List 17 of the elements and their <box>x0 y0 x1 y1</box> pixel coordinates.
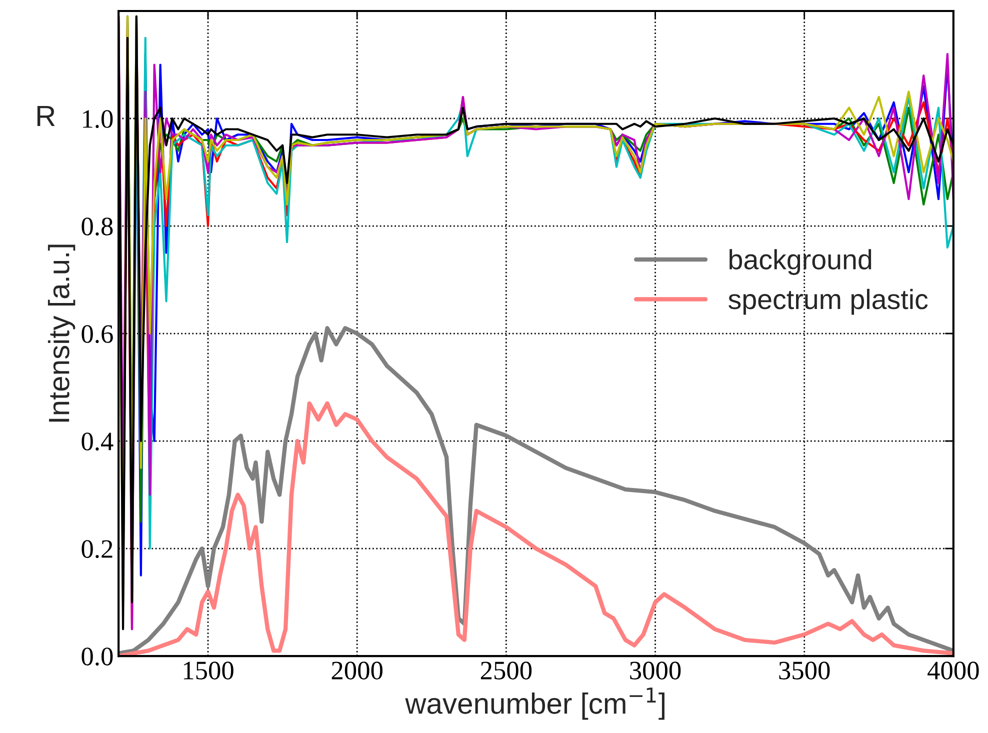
y-tick-label: 1.0 <box>83 110 113 128</box>
x-tick-label: 2500 <box>480 662 532 680</box>
text: R <box>37 106 55 126</box>
x-tick-label: 1500 <box>184 662 234 680</box>
x-tick-label: 4000 <box>928 662 979 680</box>
legend-label: background <box>730 249 872 275</box>
y-tick-label: 0.8 <box>82 218 113 236</box>
y-axis-title: Intensity [a.u.] <box>48 244 76 422</box>
legend-label: spectrum plastic <box>728 288 928 315</box>
y-tick-label: 0.6 <box>82 325 113 344</box>
x-tick-label: 2000 <box>332 662 382 680</box>
x-axis-title: wavenumber [cm$^{−1}$] <box>405 688 664 720</box>
x-tick-label: 3500 <box>779 662 830 680</box>
y-tick-label: 0.2 <box>82 540 112 558</box>
y-tick-label: 0.4 <box>82 432 114 451</box>
y-tick-label: 0.0 <box>82 648 113 666</box>
x-tick-label: 3000 <box>630 662 681 680</box>
